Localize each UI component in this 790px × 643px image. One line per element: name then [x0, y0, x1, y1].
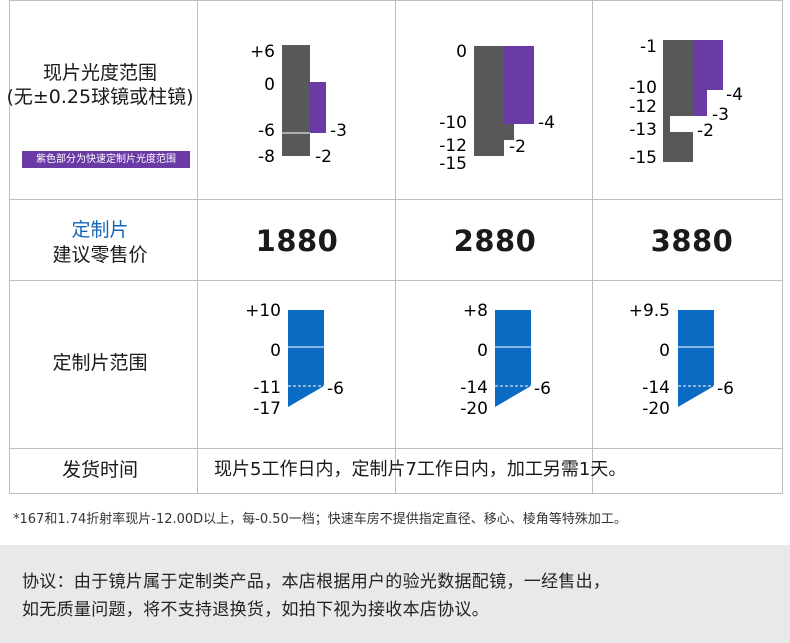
custom-lens-title: 定制片 [71, 219, 129, 241]
price-3: 3880 [650, 224, 734, 258]
delivery-title: 发货时间 [61, 459, 138, 481]
purple-step [693, 90, 707, 116]
tick-label: +10 [245, 301, 281, 321]
divider [9, 280, 783, 281]
tick-label: -4 [726, 85, 743, 105]
tick-label: -1 [640, 37, 657, 57]
divider [9, 493, 783, 494]
tick-label: +9.5 [629, 301, 670, 321]
stock-range-subtitle: (无±0.25球镜或柱镜) [6, 86, 194, 108]
tick-label: -6 [717, 379, 734, 399]
tick-label: -15 [439, 154, 467, 174]
tick-label: -11 [253, 378, 281, 398]
stock-chart-2: 0 -10 -12 -15 -4 -2 [439, 42, 555, 174]
tick-label: 0 [270, 341, 281, 361]
blue-range [678, 310, 714, 407]
tick-label: -3 [330, 121, 347, 141]
stock-chart-1: +6 0 -6 -8 -3 -2 [250, 42, 347, 167]
spec-table [9, 0, 783, 494]
divider [592, 0, 593, 494]
agreement-box: 协议：由于镜片属于定制类产品，本店根据用户的验光数据配镜，一经售出， 如无质量问… [0, 545, 790, 643]
purple-bar [693, 40, 723, 90]
tick-label: +8 [463, 301, 488, 321]
stock-chart-3: -1 -10 -12 -13 -15 -4 -3 -2 [629, 37, 743, 168]
divider [782, 0, 783, 494]
price-2: 2880 [453, 224, 537, 258]
gray-bar [474, 46, 504, 156]
footnote: *167和1.74折射率现片-12.00D以上，每-0.50一档；快速车房不提供… [13, 512, 627, 527]
tick-label: -2 [509, 137, 526, 157]
gray-bar [663, 40, 693, 162]
tick-label: -6 [327, 379, 344, 399]
tick-label: -3 [712, 105, 729, 125]
tick-label: -14 [642, 378, 670, 398]
delivery-text: 现片5工作日内，定制片7工作日内，加工另需1天。 [214, 459, 627, 480]
tick-label: +6 [250, 42, 275, 62]
divider [9, 0, 10, 494]
tick-label: -13 [629, 120, 657, 140]
divider [9, 0, 783, 1]
tick-label: 0 [264, 75, 275, 95]
divider [9, 448, 783, 449]
tick-label: -12 [439, 136, 467, 156]
tick-label: 0 [456, 42, 467, 62]
purple-bar [504, 46, 534, 124]
gray-bar [282, 45, 310, 156]
tick-label: -14 [460, 378, 488, 398]
custom-chart-1: +10 0 -11 -17 -6 [245, 301, 344, 419]
tick-label: -2 [315, 147, 332, 167]
custom-chart-2: +8 0 -14 -20 -6 [460, 301, 551, 419]
divider [9, 199, 783, 200]
purple-bar [310, 82, 326, 133]
tick-label: -6 [534, 379, 551, 399]
tick-label: -8 [258, 147, 275, 167]
agreement-line-2: 如无质量问题，将不支持退换货，如拍下视为接收本店协议。 [22, 600, 490, 620]
suggested-price-title: 建议零售价 [52, 244, 148, 266]
blue-range [288, 310, 324, 407]
purple-legend-tag: 紫色部分为快速定制片光度范围 [22, 151, 190, 168]
tick-label: -20 [460, 399, 488, 419]
custom-range-title: 定制片范围 [52, 352, 148, 374]
tick-label: -15 [629, 148, 657, 168]
tick-label: -20 [642, 399, 670, 419]
tick-label: -17 [253, 399, 281, 419]
tick-label: -10 [629, 78, 657, 98]
agreement-line-1: 协议：由于镜片属于定制类产品，本店根据用户的验光数据配镜，一经售出， [22, 572, 611, 592]
gray-step [504, 124, 514, 140]
price-1: 1880 [255, 224, 339, 258]
tick-label: 0 [659, 341, 670, 361]
divider [197, 0, 198, 494]
divider [395, 0, 396, 494]
tick-label: -10 [439, 113, 467, 133]
tick-label: 0 [477, 341, 488, 361]
tick-label: -6 [258, 121, 275, 141]
tick-label: -12 [629, 97, 657, 117]
stock-range-title: 现片光度范围 [42, 62, 157, 84]
tick-label: -4 [538, 113, 555, 133]
custom-chart-3: +9.5 0 -14 -20 -6 [629, 301, 734, 419]
blue-range [495, 310, 531, 407]
tick-label: -2 [697, 121, 714, 141]
